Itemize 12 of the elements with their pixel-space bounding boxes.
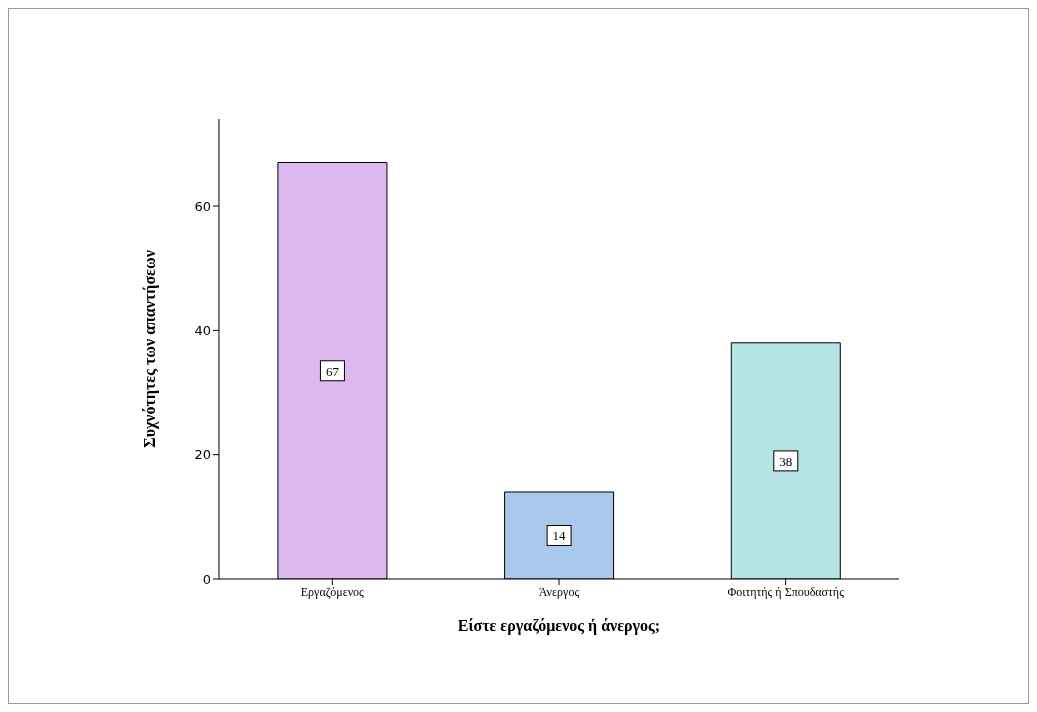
x-axis-title: Είστε εργαζόμενος ή άνεργος;: [457, 617, 661, 635]
y-tick-label: 40: [194, 322, 211, 338]
y-tick-label: 20: [194, 447, 211, 463]
y-axis-title: Συχνότητες των απαντήσεων: [140, 250, 159, 448]
data-label: 38: [779, 453, 793, 469]
data-label: 14: [552, 528, 567, 544]
y-tick-label: 60: [194, 198, 211, 214]
data-label: 67: [325, 363, 340, 379]
y-tick-label: 0: [202, 571, 211, 587]
x-tick-label: Φοιτητής ή Σπουδαστής: [727, 584, 845, 599]
x-tick-label: Εργαζόμενος: [300, 584, 365, 599]
x-tick-label: Άνεργος: [538, 584, 580, 599]
